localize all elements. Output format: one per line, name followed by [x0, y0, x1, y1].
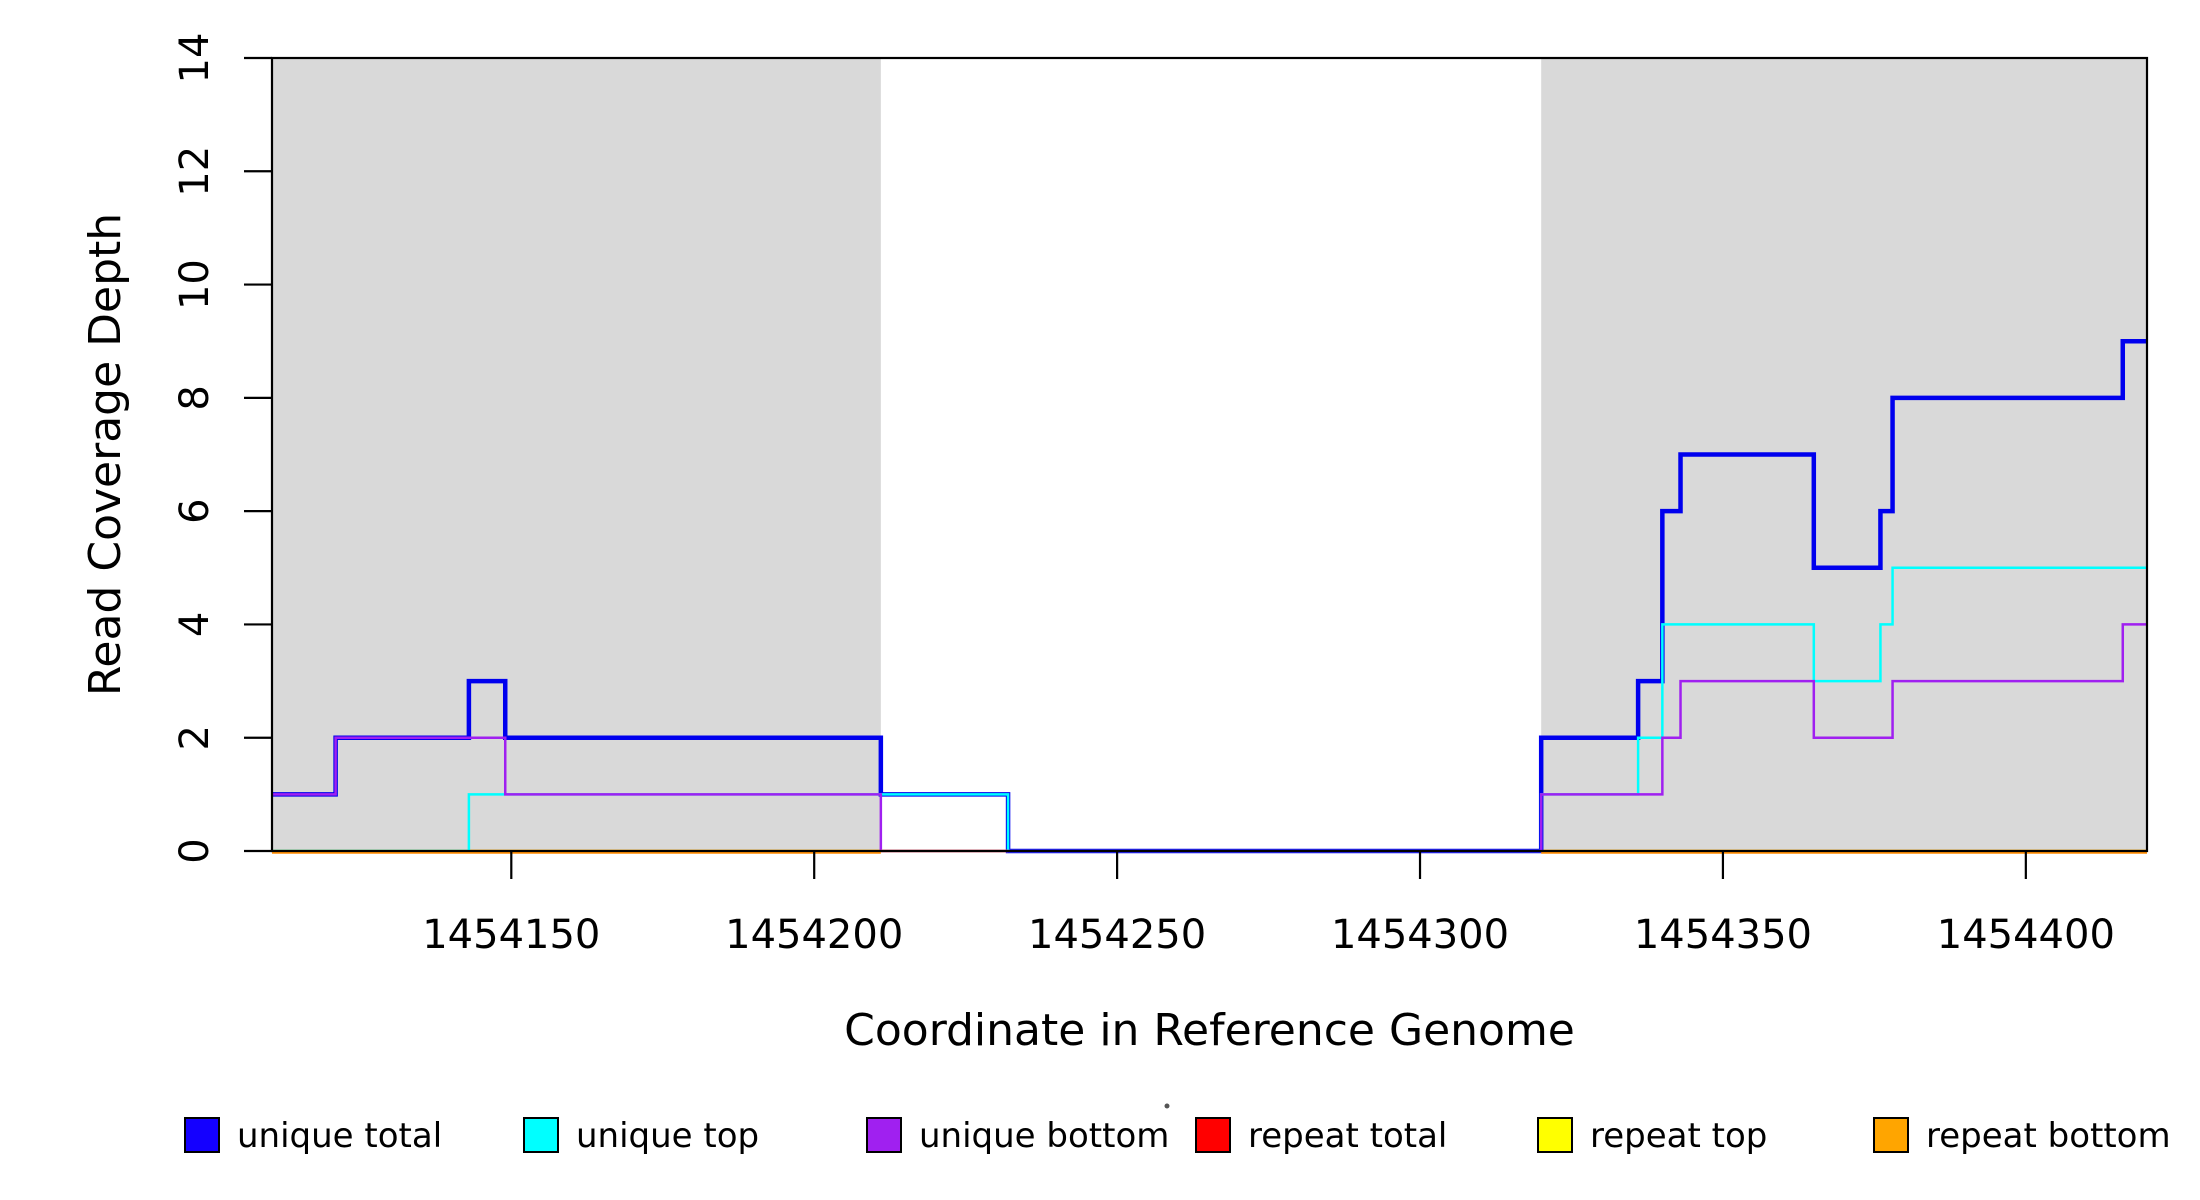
x-tick-label: 1454350	[1634, 912, 1812, 958]
x-tick-label: 1454300	[1331, 912, 1509, 958]
y-tick-label: 14	[172, 33, 218, 84]
legend-label: unique top	[576, 1116, 759, 1156]
legend-item-unique-total: unique total	[184, 1116, 442, 1156]
y-tick-label: 6	[172, 498, 218, 523]
legend-swatch-unique-total	[184, 1117, 220, 1153]
legend-item-unique-top: unique top	[523, 1116, 759, 1156]
legend-item-repeat-total: repeat total	[1195, 1116, 1447, 1156]
y-axis-title: Read Coverage Depth	[80, 213, 131, 696]
legend-item-repeat-bottom: repeat bottom	[1873, 1116, 2171, 1156]
series-line-unique-top	[272, 566, 2147, 853]
legend-swatch-repeat-total	[1195, 1117, 1231, 1153]
x-axis-title: Coordinate in Reference Genome	[844, 1005, 1575, 1056]
x-tick-label: 1454150	[422, 912, 600, 958]
y-tick-label: 4	[172, 612, 218, 637]
x-tick-label: 1454200	[725, 912, 903, 958]
y-tick-label: 10	[172, 259, 218, 310]
left-gray-band	[272, 58, 881, 851]
legend-label: repeat bottom	[1926, 1116, 2171, 1156]
y-tick-label: 12	[172, 146, 218, 197]
stray-dot	[1164, 1103, 1170, 1109]
legend-item-repeat-top: repeat top	[1537, 1116, 1767, 1156]
y-tick-label: 2	[172, 725, 218, 750]
series-line-unique-bottom	[272, 623, 2147, 853]
legend-swatch-repeat-bottom	[1873, 1117, 1909, 1153]
x-tick-label: 1454400	[1937, 912, 2115, 958]
legend-item-unique-bottom: unique bottom	[866, 1116, 1169, 1156]
right-gray-band	[1541, 58, 2147, 851]
legend-label: unique bottom	[919, 1116, 1169, 1156]
legend-label: unique total	[237, 1116, 442, 1156]
plot-border	[270, 56, 2149, 853]
y-tick-label: 8	[172, 385, 218, 410]
legend-label: repeat top	[1590, 1116, 1767, 1156]
legend-swatch-unique-top	[523, 1117, 559, 1153]
legend-swatch-repeat-top	[1537, 1117, 1573, 1153]
legend-label: repeat total	[1248, 1116, 1447, 1156]
x-tick-label: 1454250	[1028, 912, 1206, 958]
series-line-unique-total	[272, 338, 2147, 854]
y-tick-label: 0	[172, 838, 218, 863]
legend-swatch-unique-bottom	[866, 1117, 902, 1153]
